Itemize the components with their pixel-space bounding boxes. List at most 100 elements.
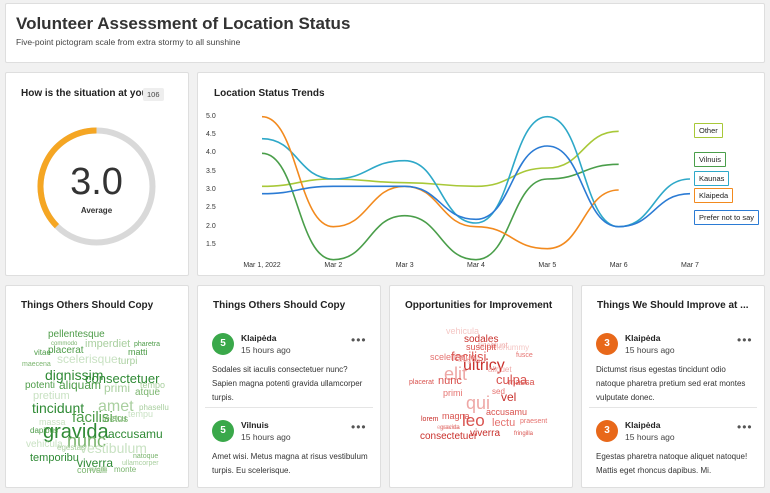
comment-timestamp: 15 hours ago xyxy=(241,432,291,442)
cloud-word[interactable]: tempu xyxy=(128,409,154,419)
comments-card-improve[interactable] xyxy=(581,285,765,488)
legend-item-klaipeda[interactable]: Klaipeda xyxy=(694,188,734,203)
cloud-word[interactable]: temporibu xyxy=(30,452,79,464)
word-cloud-card-improve[interactable] xyxy=(389,285,573,488)
cloud-word[interactable]: scelerisque xyxy=(57,352,118,366)
cloud-word[interactable]: imperdiet xyxy=(85,338,131,350)
cloud-word[interactable]: egestas xyxy=(57,443,86,452)
cloud-word[interactable]: facilisi xyxy=(451,349,487,364)
y-tick-label: 4.0 xyxy=(206,149,216,157)
cloud-word[interactable]: maecena xyxy=(22,361,51,368)
cloud-word[interactable]: placerat xyxy=(48,345,84,356)
cloud-word[interactable]: nunc xyxy=(438,375,462,387)
cloud-word[interactable]: magna xyxy=(89,467,108,473)
cloud-word[interactable]: primi xyxy=(443,388,463,398)
cloud-word[interactable]: atque xyxy=(135,387,161,398)
avatar: 5 xyxy=(212,420,234,442)
cloud-word[interactable]: consectetuer xyxy=(420,431,478,442)
cloud-word[interactable]: lectus xyxy=(102,414,129,425)
cloud-word[interactable]: egestas xyxy=(437,425,459,431)
series-line-klaipeda[interactable] xyxy=(261,115,619,250)
cloud-word[interactable]: vestibulum xyxy=(80,440,147,456)
cloud-word[interactable]: convalli xyxy=(77,465,108,475)
cloud-word[interactable]: scelerisque xyxy=(430,352,476,362)
cloud-word[interactable]: facilisi xyxy=(72,409,113,426)
cloud-word[interactable]: monte xyxy=(114,465,137,474)
cloud-word[interactable]: viverra xyxy=(77,456,114,470)
cloud-word[interactable]: qui xyxy=(466,393,491,413)
cloud-word[interactable]: lectu xyxy=(492,417,516,429)
cloud-word[interactable]: suscipit xyxy=(466,342,497,352)
cloud-word[interactable]: pretium xyxy=(33,390,70,402)
word-cloud-improve-title: Opportunities for Improvement xyxy=(405,300,553,311)
cloud-word[interactable]: turpi xyxy=(118,356,138,367)
trends-card[interactable] xyxy=(197,72,765,276)
cloud-word[interactable]: commodo xyxy=(51,341,78,347)
series-line-vilnuis[interactable] xyxy=(261,152,619,261)
comment-author[interactable]: Klaipėda xyxy=(625,420,661,430)
y-tick-label: 2.0 xyxy=(206,222,216,230)
cloud-word[interactable]: fusce xyxy=(516,352,533,359)
cloud-word[interactable]: aliquet xyxy=(488,365,512,374)
cloud-word[interactable]: massa xyxy=(508,377,535,387)
cloud-word[interactable]: elit xyxy=(444,364,468,384)
series-line-prefer-not-to-say[interactable] xyxy=(261,145,691,228)
cloud-word[interactable]: primi xyxy=(104,381,130,395)
legend-item-kaunas[interactable]: Kaunas xyxy=(694,171,730,186)
cloud-word[interactable]: gravida xyxy=(440,425,460,431)
cloud-word[interactable]: sed xyxy=(492,387,505,396)
cloud-word[interactable]: ullamcorper xyxy=(122,460,159,467)
cloud-word[interactable]: fringilla xyxy=(514,431,534,437)
cloud-word[interactable]: leo xyxy=(462,411,485,430)
cloud-word[interactable]: pharetra xyxy=(134,341,161,348)
cloud-word[interactable]: tempo xyxy=(140,380,166,390)
cloud-word[interactable]: lorem xyxy=(421,416,439,423)
cloud-word[interactable]: viverra xyxy=(470,428,501,439)
cloud-word[interactable]: phasellu xyxy=(139,403,169,412)
cloud-word[interactable]: tincidunt xyxy=(478,341,508,350)
cloud-word[interactable]: vel xyxy=(501,390,517,404)
cloud-word[interactable]: potenti xyxy=(25,380,56,391)
cloud-word[interactable]: placerat xyxy=(409,379,434,386)
word-cloud-card-copy[interactable] xyxy=(5,285,189,488)
comment-author[interactable]: Vilnuis xyxy=(241,420,269,430)
cloud-word[interactable]: nunc xyxy=(67,431,107,451)
cloud-word[interactable]: massa xyxy=(39,417,66,427)
more-options-icon[interactable]: ••• xyxy=(737,420,753,434)
cloud-word[interactable]: ultricy xyxy=(463,357,505,374)
cloud-word[interactable]: culpa xyxy=(496,372,528,387)
cloud-word[interactable]: dapibus xyxy=(30,426,59,435)
comments-card-copy[interactable] xyxy=(197,285,381,488)
more-options-icon[interactable]: ••• xyxy=(351,333,367,347)
cloud-word[interactable]: dignissim xyxy=(45,367,104,383)
comment-author[interactable]: Klaipėda xyxy=(241,333,277,343)
more-options-icon[interactable]: ••• xyxy=(737,333,753,347)
cloud-word[interactable]: lacu xyxy=(110,413,127,423)
comment-text: Sodales sit iaculis consectetuer nunc? S… xyxy=(212,365,363,402)
cloud-word[interactable]: aliquam xyxy=(59,378,102,392)
cloud-word[interactable]: accusamu xyxy=(108,427,163,441)
comment-author[interactable]: Klaipėda xyxy=(625,333,661,343)
cloud-word[interactable]: accusamu xyxy=(486,407,528,417)
cloud-word[interactable]: magna xyxy=(442,411,470,421)
cloud-word[interactable]: amet xyxy=(98,398,134,415)
more-options-icon[interactable]: ••• xyxy=(351,420,367,434)
legend-item-other[interactable]: Other xyxy=(694,123,723,138)
cloud-word[interactable]: consectetuer xyxy=(85,371,160,386)
cloud-word[interactable]: nonummy xyxy=(494,343,530,352)
legend-item-prefer-not-to-say[interactable]: Prefer not to say xyxy=(694,210,760,225)
cloud-word[interactable]: vitae xyxy=(34,348,51,357)
cloud-word[interactable]: sodales xyxy=(464,334,499,345)
series-line-kaunas[interactable] xyxy=(261,115,691,228)
cloud-word[interactable]: augue xyxy=(458,355,481,364)
cloud-word[interactable]: gravida xyxy=(43,421,109,443)
cloud-word[interactable]: vehicula xyxy=(446,326,480,336)
cloud-word[interactable]: vehicula xyxy=(26,439,63,450)
cloud-word[interactable]: praesent xyxy=(520,418,548,425)
cloud-word[interactable]: pellentesque xyxy=(48,329,105,340)
cloud-word[interactable]: natoque xyxy=(133,453,159,460)
cloud-word[interactable]: tincidunt xyxy=(32,400,85,416)
cloud-word[interactable]: matti xyxy=(128,347,148,357)
comments-improve-title: Things We Should Improve at ... xyxy=(597,300,749,311)
legend-item-vilnuis[interactable]: Vilnuis xyxy=(694,152,726,167)
